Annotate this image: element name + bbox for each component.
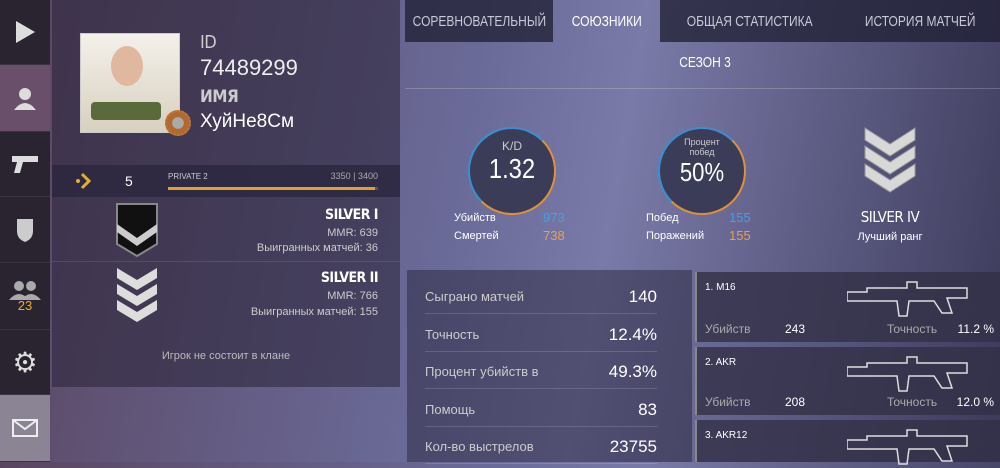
- avatar[interactable]: [80, 33, 180, 133]
- level-bar: 5 PRIVATE 2 3350 | 3400: [52, 165, 400, 197]
- kd-label: K/D: [501, 139, 522, 153]
- rank-badge-silver-1-icon: [116, 203, 158, 258]
- weapon-accuracy: 12.0 %: [956, 395, 994, 409]
- gear-icon: ⚙: [12, 346, 38, 378]
- rank-badge-silver-2-icon: [117, 268, 157, 322]
- level-number: 5: [125, 173, 133, 189]
- weapon-kills-label: Убийств: [705, 395, 751, 409]
- stat-row: Точность 12.4%: [425, 316, 657, 352]
- sidebar-item-friends[interactable]: 23: [0, 263, 50, 330]
- stat-value: 23755: [609, 437, 657, 456]
- losses-value: 155: [729, 228, 751, 243]
- sidebar-item-mail[interactable]: [0, 395, 50, 462]
- rank-title: PRIVATE 2: [168, 172, 208, 181]
- wins-label: Побед: [646, 212, 679, 224]
- losses-label: Поражений: [646, 230, 705, 242]
- player-id: 74489299: [200, 55, 298, 80]
- weapon-accuracy-label: Точность: [887, 322, 938, 336]
- wins-value: 155: [729, 210, 751, 225]
- sidebar-item-play[interactable]: [0, 0, 50, 65]
- tab-competitive[interactable]: СОРЕВНОВАТЕЛЬНЫЙ: [405, 0, 553, 42]
- rifle-icon: [847, 281, 968, 317]
- kd-circle: K/D 1.32: [468, 127, 556, 215]
- weapon-card[interactable]: 2. AKR Убийств 208 Точность 12.0 %: [695, 347, 1000, 415]
- winrate-label-2: побед: [689, 147, 715, 157]
- stat-value: 83: [638, 399, 657, 419]
- weapon-kills: 208: [785, 395, 806, 409]
- winrate-label: Процент: [684, 137, 720, 147]
- xp-text: 3350 | 3400: [330, 171, 378, 181]
- divider: [405, 88, 1000, 89]
- weapon-card[interactable]: 1. M16 Убийств 243 Точность 11.2 %: [695, 272, 1000, 342]
- rifle-icon: [847, 356, 968, 392]
- rank-mmr: MMR: 639: [327, 227, 378, 239]
- stats-panel: [407, 270, 692, 462]
- stat-label: Кол-во выстрелов: [425, 439, 534, 454]
- id-label: ID: [200, 32, 217, 53]
- tab-allies[interactable]: СОЮЗНИКИ: [571, 12, 642, 30]
- rank-mmr: MMR: 766: [327, 290, 378, 302]
- stat-label: Точность: [425, 326, 480, 342]
- play-icon: [16, 21, 35, 43]
- stat-row: Процент убийств в 49.3%: [425, 353, 657, 389]
- sidebar: 23 ⚙: [0, 0, 50, 462]
- rank-name: SILVER I: [325, 207, 378, 223]
- weapon-accuracy-label: Точность: [887, 395, 938, 409]
- medal-icon: [165, 110, 191, 136]
- name-label: ИМЯ: [200, 87, 239, 107]
- stat-label: Процент убийств в: [425, 364, 539, 379]
- sidebar-item-clan[interactable]: [0, 197, 50, 263]
- season-title: СЕЗОН 3: [679, 54, 731, 71]
- kills-value: 973: [543, 210, 565, 225]
- rifle-icon: [847, 429, 968, 465]
- rank-wins: Выигранных матчей: 36: [256, 242, 378, 254]
- weapon-name: 1. M16: [705, 282, 736, 293]
- weapon-kills: 243: [785, 322, 806, 336]
- level-chevron-icon: [76, 172, 92, 190]
- stat-value: 140: [628, 287, 657, 306]
- rank-wins: Выигранных матчей: 155: [250, 306, 378, 318]
- player-name: ХуйНе8См: [200, 111, 295, 132]
- weapon-kills-label: Убийств: [705, 322, 751, 336]
- deaths-label: Смертей: [454, 230, 499, 242]
- shield-icon: [17, 218, 33, 242]
- stat-row: Кол-во выстрелов 23755: [425, 428, 657, 464]
- kills-label: Убийств: [454, 212, 496, 224]
- winrate-value: 50%: [679, 157, 725, 187]
- tab-match-history[interactable]: ИСТОРИЯ МАТЧЕЙ: [840, 0, 1000, 42]
- best-rank-name: SILVER IV: [860, 208, 920, 226]
- deaths-value: 738: [543, 228, 565, 243]
- stat-row: Помощь 83: [425, 391, 657, 427]
- stat-label: Сыграно матчей: [425, 289, 525, 304]
- stat-row: Сыграно матчей 140: [425, 278, 657, 314]
- sidebar-item-weapons[interactable]: [0, 132, 50, 197]
- weapon-accuracy: 11.2 %: [957, 322, 994, 336]
- friends-icon: [9, 280, 41, 300]
- stat-value: 12.4%: [608, 324, 657, 344]
- rank-row: SILVER II MMR: 766 Выигранных матчей: 15…: [52, 262, 400, 327]
- clan-status: Игрок не состоит в клане: [161, 350, 291, 362]
- weapon-name: 2. AKR: [705, 357, 737, 368]
- sidebar-item-profile[interactable]: [0, 65, 50, 132]
- winrate-circle: Процент побед 50%: [658, 127, 746, 215]
- stat-value: 49.3%: [608, 362, 657, 381]
- rank-row: SILVER I MMR: 639 Выигранных матчей: 36: [52, 197, 400, 262]
- stat-label: Помощь: [425, 401, 476, 417]
- best-rank-badge-icon: [864, 127, 916, 193]
- profile-icon: [14, 88, 36, 110]
- rank-name: SILVER II: [320, 270, 379, 286]
- tab-general-stats[interactable]: ОБЩАЯ СТАТИСТИКА: [660, 0, 840, 42]
- pistol-icon: [12, 156, 38, 173]
- sidebar-item-settings[interactable]: ⚙: [0, 330, 50, 395]
- friends-count-badge: 23: [17, 297, 33, 313]
- weapon-name: 3. AKR12: [705, 430, 748, 441]
- kd-value: 1.32: [488, 153, 536, 184]
- profile-panel: ID 74489299 ИМЯ ХуйНе8См 5 PRIVATE 2 335…: [52, 0, 400, 387]
- weapon-card[interactable]: 3. AKR12: [695, 420, 1000, 465]
- best-rank-label: Лучший ранг: [857, 231, 923, 243]
- mail-icon: [12, 419, 38, 437]
- xp-progress-bar: [168, 187, 378, 190]
